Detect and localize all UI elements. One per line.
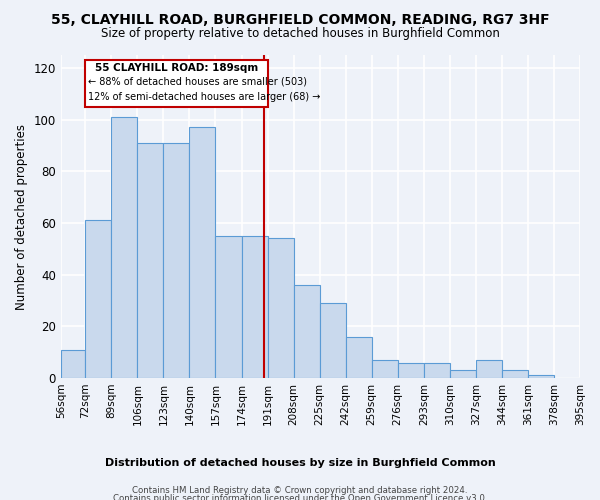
- Bar: [137, 143, 163, 378]
- Bar: [476, 360, 502, 378]
- Text: 12% of semi-detached houses are larger (68) →: 12% of semi-detached houses are larger (…: [88, 92, 321, 102]
- Bar: [372, 360, 398, 378]
- Text: Contains public sector information licensed under the Open Government Licence v3: Contains public sector information licen…: [113, 494, 487, 500]
- Bar: [528, 376, 554, 378]
- Bar: [112, 117, 137, 378]
- Bar: [268, 238, 293, 378]
- Text: Contains HM Land Registry data © Crown copyright and database right 2024.: Contains HM Land Registry data © Crown c…: [132, 486, 468, 495]
- Bar: [346, 336, 372, 378]
- Bar: [450, 370, 476, 378]
- Text: 55, CLAYHILL ROAD, BURGHFIELD COMMON, READING, RG7 3HF: 55, CLAYHILL ROAD, BURGHFIELD COMMON, RE…: [50, 12, 550, 26]
- Bar: [163, 143, 190, 378]
- Bar: [398, 362, 424, 378]
- Bar: [502, 370, 528, 378]
- Bar: [190, 128, 215, 378]
- Text: Distribution of detached houses by size in Burghfield Common: Distribution of detached houses by size …: [104, 458, 496, 468]
- Bar: [242, 236, 268, 378]
- Y-axis label: Number of detached properties: Number of detached properties: [15, 124, 28, 310]
- Bar: [85, 220, 112, 378]
- Bar: [215, 236, 242, 378]
- Text: Size of property relative to detached houses in Burghfield Common: Size of property relative to detached ho…: [101, 28, 499, 40]
- Text: ← 88% of detached houses are smaller (503): ← 88% of detached houses are smaller (50…: [88, 77, 307, 87]
- Bar: [320, 303, 346, 378]
- Bar: [61, 350, 85, 378]
- Bar: [293, 285, 320, 378]
- FancyBboxPatch shape: [85, 60, 268, 106]
- Bar: [424, 362, 450, 378]
- Text: 55 CLAYHILL ROAD: 189sqm: 55 CLAYHILL ROAD: 189sqm: [95, 63, 258, 73]
